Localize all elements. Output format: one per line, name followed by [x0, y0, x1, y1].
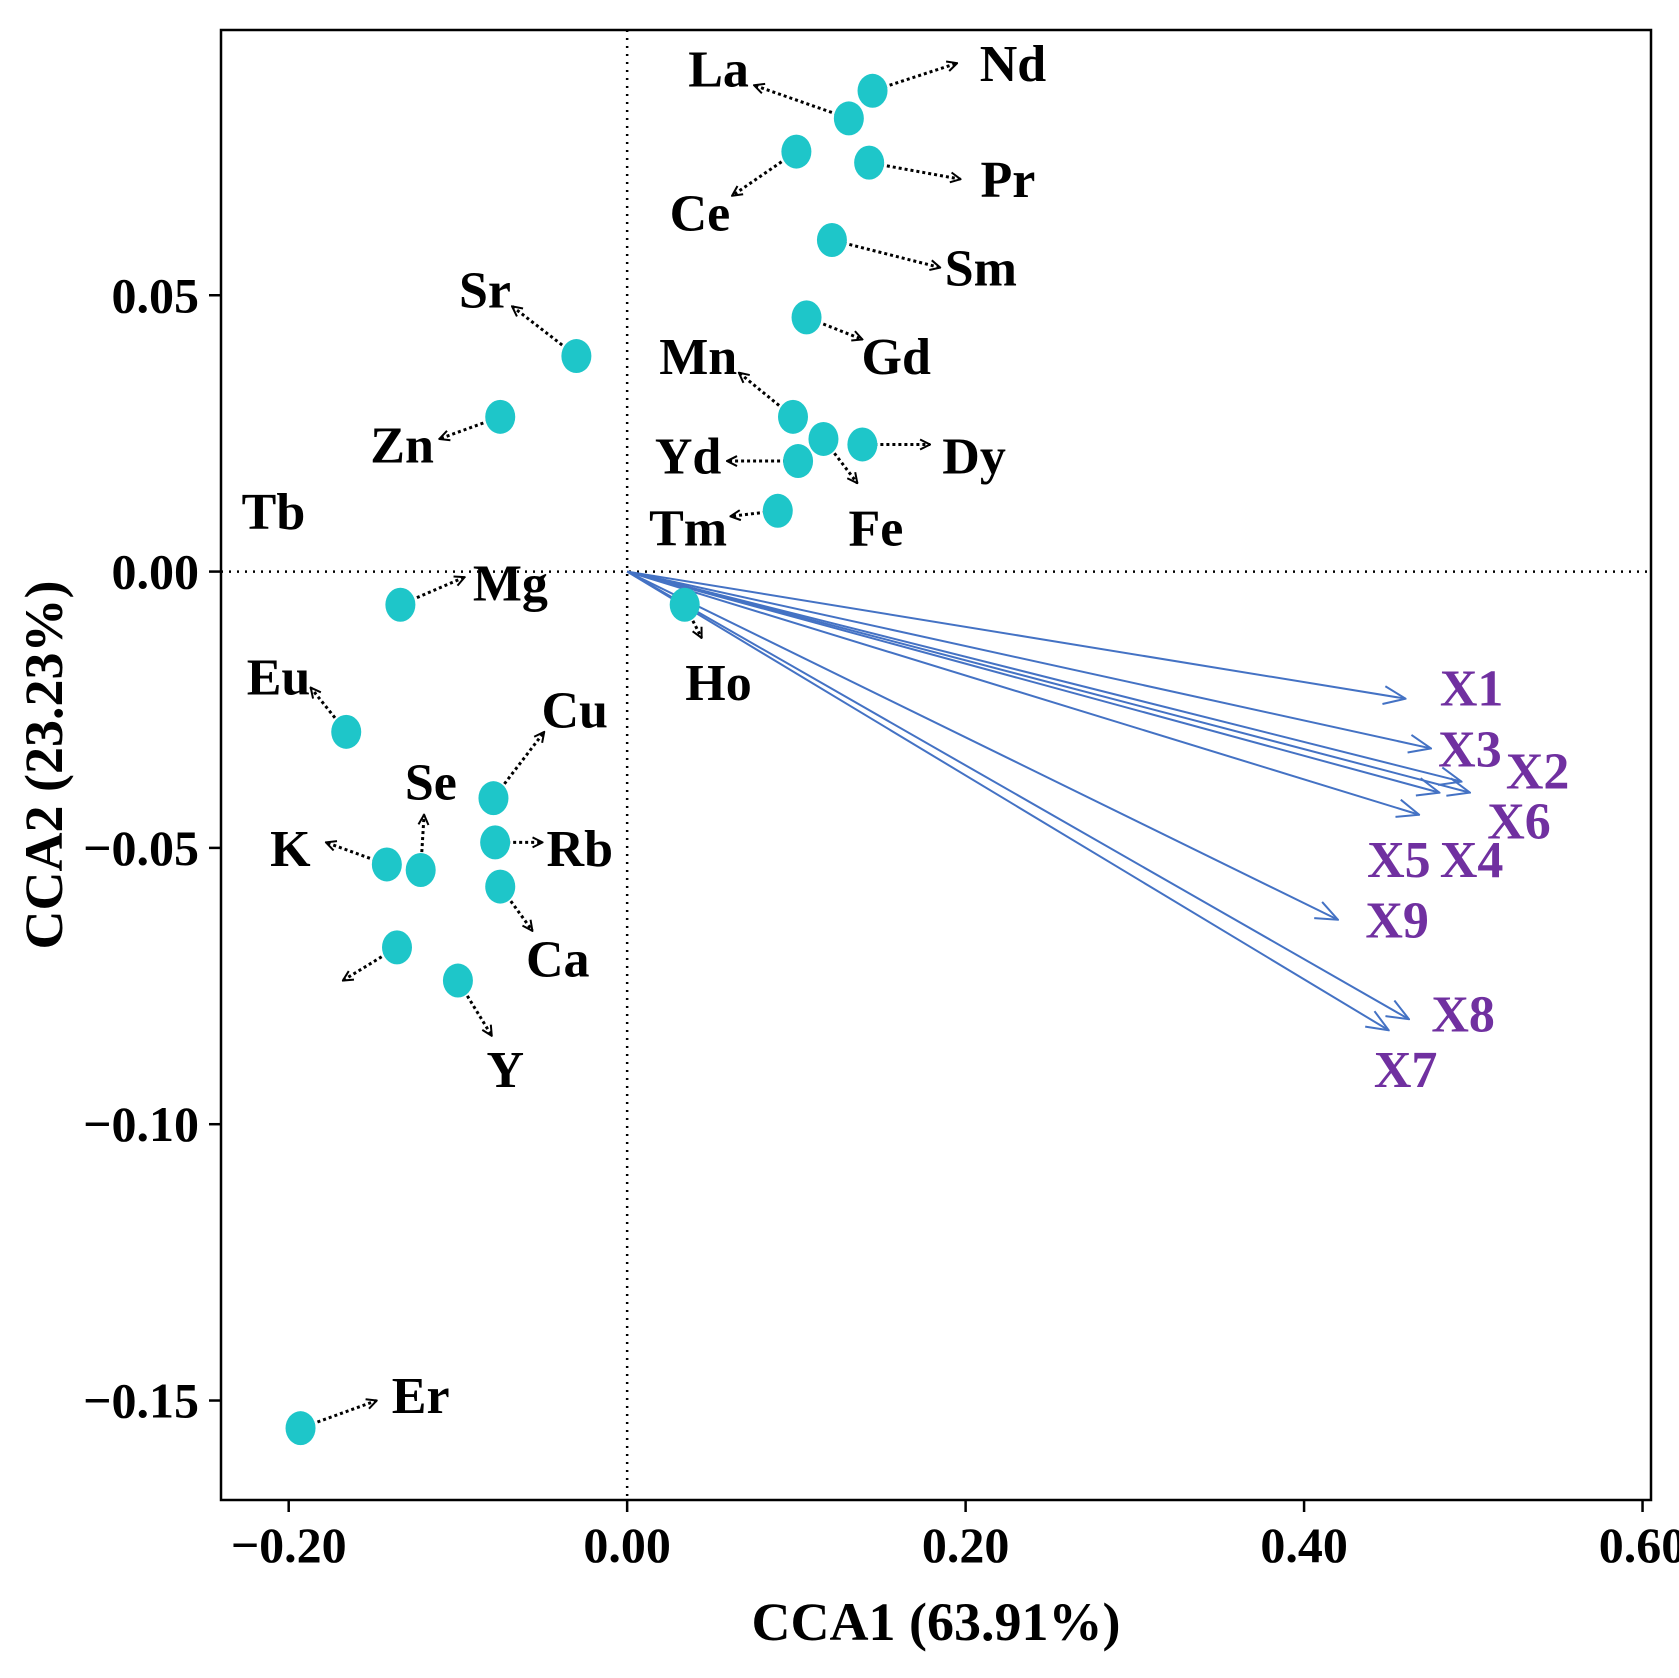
env-arrow-x6: [626, 570, 1461, 782]
species-point-er: [285, 1411, 316, 1446]
x-axis: −0.20 0.00 0.20 0.40 0.60: [231, 1500, 1679, 1573]
env-arrow-x8: [626, 570, 1409, 1020]
env-arrow-x4: [626, 570, 1439, 793]
species-point-sr: [561, 339, 592, 374]
y-tick-label: −0.15: [83, 1373, 199, 1429]
species-arrow-unlabeled-22: [343, 946, 398, 982]
env-arrow-x2: [626, 570, 1470, 793]
species-label-mg: Mg: [473, 556, 548, 613]
species-point-gd: [791, 300, 822, 335]
reference-lines: [221, 30, 1651, 1500]
species-label-la: La: [688, 42, 749, 99]
species-arrow-sm: [831, 238, 940, 268]
species-point-ce: [781, 134, 812, 169]
env-label-x2: X2: [1506, 744, 1570, 801]
species-point-k: [371, 847, 402, 882]
y-tick-label: 0.00: [112, 544, 200, 600]
species-point-cu: [478, 781, 509, 816]
species-label-gd: Gd: [862, 329, 931, 386]
species-point-unlabeled-22: [382, 930, 412, 965]
species-label-rb: Rb: [547, 821, 613, 878]
x-axis-title: CCA1 (63.91%): [752, 1592, 1121, 1652]
species-label-eu: Eu: [247, 650, 311, 707]
species-label-er: Er: [392, 1368, 450, 1425]
species-label-ho: Ho: [685, 655, 751, 712]
species-arrow-k: [326, 842, 388, 866]
env-arrow-x3: [626, 570, 1431, 749]
species-point-se: [405, 853, 436, 887]
x-tick-label: −0.20: [231, 1517, 347, 1573]
species-arrow-y: [456, 979, 494, 1036]
species-point-tm: [762, 493, 793, 528]
env-label-x3: X3: [1438, 721, 1502, 778]
env-label-x5: X5: [1367, 832, 1431, 889]
species-point-nd: [857, 73, 888, 108]
env-label-x7: X7: [1374, 1042, 1438, 1099]
species-label-tb: Tb: [242, 484, 306, 541]
species-label-sr: Sr: [459, 263, 511, 320]
species-label-tm: Tm: [649, 500, 727, 557]
species-arrow-zn: [439, 415, 501, 439]
species-label-sm: Sm: [945, 241, 1017, 298]
species-point-y: [442, 963, 473, 998]
environment-arrows: [626, 570, 1470, 1031]
species-label-pr: Pr: [981, 152, 1036, 209]
species-label-nd: Nd: [980, 36, 1047, 93]
species-point-eu: [331, 714, 362, 749]
y-tick-label: −0.05: [83, 820, 199, 876]
y-tick-label: 0.05: [112, 267, 200, 323]
species-label-ca: Ca: [526, 931, 590, 988]
species-label-dy: Dy: [942, 429, 1006, 486]
species-point-zn: [485, 399, 516, 434]
species-label-y: Y: [487, 1042, 525, 1099]
env-arrow-x9: [626, 570, 1338, 920]
env-arrow-x7: [626, 570, 1389, 1031]
y-axis-title: CCA2 (23.23%): [14, 581, 74, 950]
plot-frame: [219, 28, 1653, 1502]
env-label-x9: X9: [1365, 893, 1429, 950]
env-label-x8: X8: [1431, 987, 1495, 1044]
species-point-rb: [480, 825, 511, 860]
species-label-ce: Ce: [670, 185, 731, 242]
env-label-x1: X1: [1440, 661, 1504, 718]
species-point-fe: [808, 421, 839, 456]
species-label-fe: Fe: [849, 500, 904, 557]
species-point-sm: [816, 223, 847, 257]
species-label-se: Se: [405, 755, 457, 812]
species-label-cu: Cu: [541, 683, 607, 740]
species-point-ca: [485, 869, 516, 904]
species-point-dy: [847, 427, 878, 462]
y-tick-label: −0.10: [83, 1096, 199, 1152]
species-arrow-la: [754, 85, 850, 120]
species-point-mn: [778, 399, 808, 434]
species-arrows: [300, 63, 961, 1430]
species-arrow-gd: [805, 315, 863, 339]
x-tick-label: 0.40: [1260, 1517, 1348, 1573]
species-label-mn: Mn: [659, 329, 737, 386]
species-point-la: [833, 101, 864, 136]
y-axis: 0.05 0.00 −0.05 −0.10 −0.15: [83, 267, 221, 1429]
env-arrow-x5: [626, 570, 1419, 815]
species-point-yd: [783, 444, 814, 479]
species-label-k: K: [270, 821, 311, 878]
x-tick-label: 0.20: [922, 1517, 1010, 1573]
species-point-mg: [385, 587, 416, 622]
env-label-x4: X4: [1440, 832, 1504, 889]
species-point-pr: [854, 145, 885, 180]
species-label-zn: Zn: [370, 417, 434, 474]
species-points: [285, 73, 888, 1446]
species-label-yd: Yd: [655, 429, 722, 486]
env-arrow-x1: [626, 570, 1405, 699]
env-label-x6: X6: [1487, 793, 1551, 850]
x-tick-label: 0.00: [583, 1517, 671, 1573]
x-tick-label: 0.60: [1599, 1517, 1679, 1573]
species-point-ho: [669, 587, 700, 622]
